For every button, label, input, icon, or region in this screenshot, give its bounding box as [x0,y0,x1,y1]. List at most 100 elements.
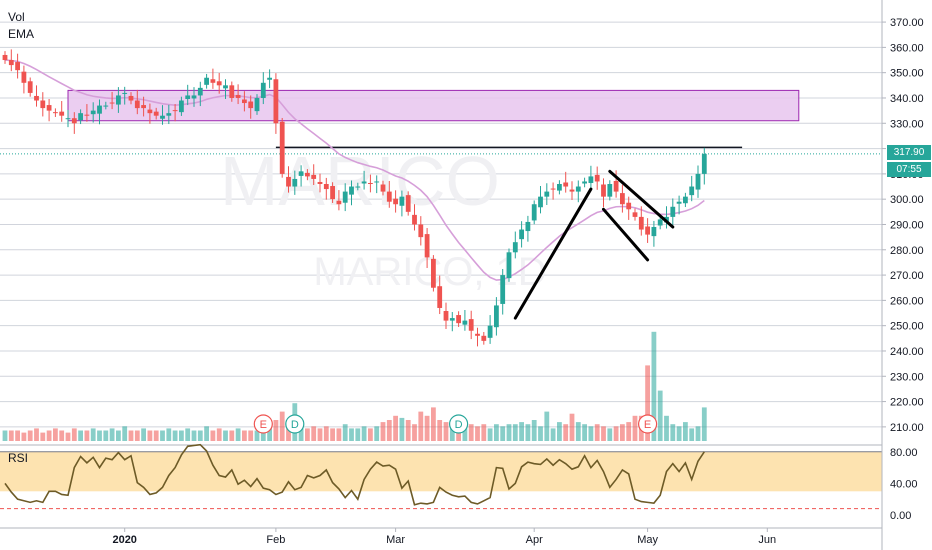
candle-body [449,318,455,321]
volume-bar [449,424,455,441]
candle-body [141,105,146,109]
candle-body [701,153,707,174]
volume-indicator-label[interactable]: Vol [8,10,25,24]
rsi-axis: 80.00 40.00 0.00 [890,447,918,522]
candle [594,166,600,190]
candle [97,99,102,125]
candle [336,190,342,211]
candle-body [437,286,443,308]
price-axis: 370.00360.00350.00340.00330.00320.00310.… [881,0,932,550]
trendline [513,187,593,320]
dividend-marker[interactable]: D [449,414,469,434]
volume-bar [286,424,291,441]
candle [342,183,348,212]
candle [607,180,613,201]
candle [550,182,556,200]
candle-body [632,212,638,217]
candle-body [134,100,140,109]
volume-bar [273,420,279,441]
time-tick-label: May [637,534,658,546]
candle-body [15,62,20,71]
candle-body [431,258,436,288]
candle [683,192,688,208]
event-marker-circle [253,414,273,434]
volume-bar [620,424,625,441]
candle-body [260,82,266,98]
candle [103,101,109,110]
volume-bar [500,426,506,441]
ema-layer [4,59,705,281]
volume-bar [582,424,587,441]
candle [84,104,90,122]
volume-bar [260,428,266,441]
candle-body [601,184,606,197]
candle-body [676,201,682,204]
volume-bar [172,430,178,441]
candle-body [538,196,543,208]
candle-body [254,97,260,112]
candle-body [229,85,235,98]
candle-body [185,95,191,99]
ema-indicator-label[interactable]: EMA [8,27,35,41]
candle [424,228,430,268]
volume-bar [355,428,361,441]
volume-bar [279,411,285,441]
candle [544,183,550,205]
candle-body [575,186,581,192]
candle-body [500,275,506,304]
price-tick-label: 370.00 [890,17,924,29]
volume-bar [487,428,493,441]
candle-body [487,325,493,338]
volume-bar [336,428,342,441]
volume-bar [59,430,65,441]
volume-bar [506,424,512,441]
candle-body [71,118,77,124]
volume-bar [393,415,398,441]
event-marker-circle [285,414,305,434]
candle-body [475,333,480,336]
rsi-line [4,443,705,506]
earnings-marker[interactable]: E [253,414,273,434]
candle [437,275,443,315]
price-tick-label: 270.00 [890,270,924,282]
volume-bar [134,430,140,441]
volume-bar [683,422,688,441]
volume-bar [405,420,411,441]
candle [582,177,587,188]
volume-bar [519,422,524,441]
volume-bar [613,426,619,441]
volume-bar [248,430,254,441]
volume-bar [399,417,405,441]
candle [481,332,487,345]
watermark-large: MARICO [220,142,500,220]
candle [601,178,606,208]
candle-body [311,174,317,179]
volume-bar [657,390,663,441]
candle-body [53,112,58,114]
candle [134,89,140,115]
volume-bar [103,430,109,441]
volume-bar [563,424,569,441]
candle-body [128,95,134,101]
candle [569,181,575,200]
candle-body [399,196,405,206]
candle [292,170,298,195]
volume-bar [204,426,209,441]
candle-body [531,204,537,221]
candle [506,248,512,282]
dividend-marker[interactable]: D [285,414,305,434]
candle-body [298,171,304,176]
axis-background [882,0,932,550]
candle [90,102,96,123]
rsi-band [0,451,882,492]
candle-body [638,216,644,230]
candle [34,85,39,107]
rsi-indicator-label[interactable]: RSI [8,451,29,465]
candle [664,206,669,229]
earnings-marker[interactable]: E [637,414,658,434]
volume-bar [229,430,235,441]
event-marker-label: E [260,419,267,431]
volume-bar [71,428,77,441]
